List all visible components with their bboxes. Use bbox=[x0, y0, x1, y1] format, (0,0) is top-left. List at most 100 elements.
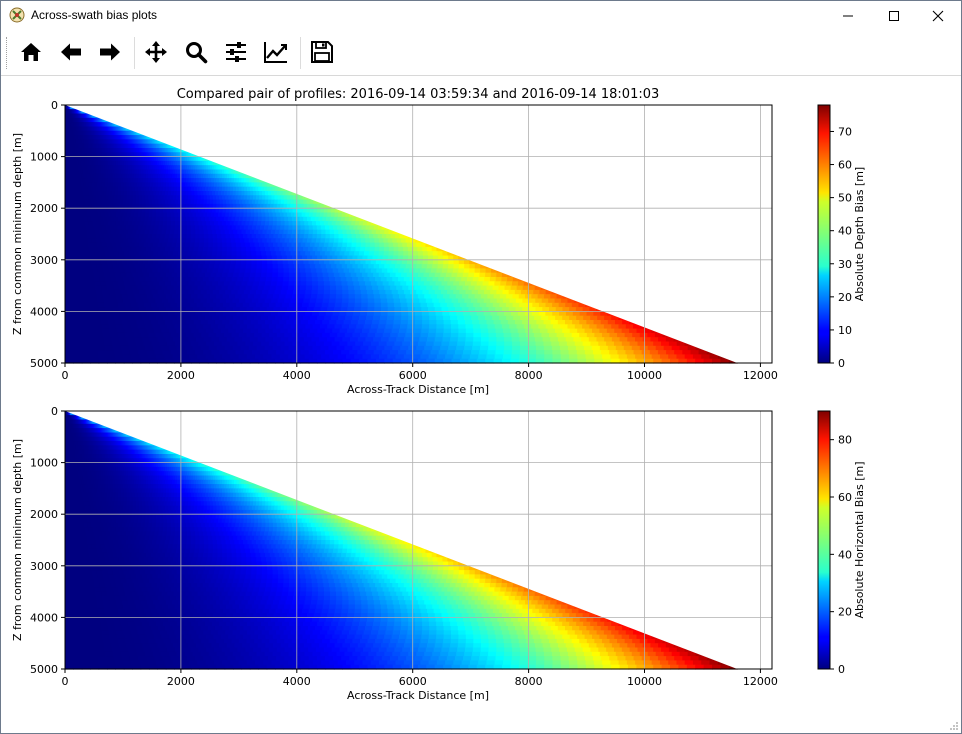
swath-cell bbox=[124, 328, 133, 334]
swath-cell bbox=[218, 178, 222, 183]
back-button[interactable] bbox=[53, 34, 89, 70]
swath-cell bbox=[211, 255, 217, 261]
swath-cell bbox=[255, 302, 264, 308]
toolbar-grip[interactable] bbox=[6, 37, 10, 69]
swath-cell bbox=[453, 289, 460, 295]
swath-cell bbox=[176, 160, 180, 166]
swath-cell bbox=[95, 130, 97, 136]
swath-cell bbox=[155, 332, 164, 338]
horizontal-bias-panel[interactable]: 0 2000 4000 6000 8000 10000 120000100020003000… bbox=[11, 405, 866, 702]
swath-cell bbox=[163, 302, 171, 308]
swath-cell bbox=[155, 160, 158, 166]
swath-cell bbox=[471, 315, 479, 321]
swath-cell bbox=[208, 234, 214, 239]
figure-canvas[interactable]: Compared pair of profiles: 2016-09-14 03… bbox=[1, 76, 961, 721]
forward-button[interactable] bbox=[92, 34, 128, 70]
swath-cell bbox=[476, 281, 484, 287]
swath-cell bbox=[190, 234, 196, 239]
swath-cell bbox=[95, 143, 98, 149]
close-button[interactable] bbox=[915, 1, 961, 31]
swath-cell bbox=[414, 324, 423, 330]
swath-cell bbox=[249, 242, 256, 248]
swath-cell bbox=[94, 148, 97, 153]
maximize-button[interactable] bbox=[871, 1, 917, 31]
swath-cell bbox=[436, 268, 443, 274]
swath-cell bbox=[83, 122, 85, 128]
swath-cell bbox=[375, 332, 384, 338]
swath-cell bbox=[342, 234, 348, 239]
swath-cell bbox=[76, 277, 83, 282]
depth-bias-panel[interactable]: 0 2000 4000 6000 8000 10000 120000100020003000… bbox=[11, 99, 866, 396]
swath-cell bbox=[430, 350, 440, 355]
swath-cell bbox=[131, 221, 137, 226]
swath-cell bbox=[430, 294, 438, 300]
save-button[interactable] bbox=[304, 34, 340, 70]
swath-cell bbox=[257, 337, 266, 343]
swath-cell bbox=[139, 143, 142, 149]
swath-cell bbox=[158, 143, 161, 149]
swath-cell bbox=[409, 358, 419, 364]
swath-cell bbox=[194, 259, 201, 265]
swath-cell bbox=[216, 165, 219, 171]
swath-cell bbox=[288, 302, 296, 308]
swath-cell bbox=[251, 264, 258, 269]
swath-cell bbox=[83, 130, 86, 136]
swath-cell bbox=[341, 264, 348, 269]
swath-cell bbox=[303, 203, 308, 209]
swath-cell bbox=[77, 229, 83, 235]
swath-cell bbox=[300, 281, 307, 287]
swath-cell bbox=[338, 234, 344, 239]
swath-cell bbox=[222, 165, 226, 171]
swath-cell bbox=[65, 238, 71, 244]
swath-cell bbox=[458, 268, 465, 274]
swath-cell bbox=[147, 281, 154, 287]
swath-cell bbox=[136, 143, 139, 149]
swath-cell bbox=[480, 268, 487, 274]
swath-cell bbox=[186, 173, 190, 179]
swath-cell bbox=[254, 212, 259, 218]
swath-cell bbox=[509, 298, 517, 304]
swath-cell bbox=[344, 251, 350, 257]
swath-cell bbox=[180, 354, 190, 360]
edit-axis-button[interactable] bbox=[258, 34, 294, 70]
swath-cell bbox=[322, 332, 331, 338]
swath-cell bbox=[99, 216, 104, 222]
swath-cell bbox=[294, 268, 301, 274]
swath-cell bbox=[84, 302, 92, 308]
swath-cell bbox=[548, 315, 556, 321]
swath-cell bbox=[540, 328, 549, 334]
swath-cell bbox=[170, 332, 180, 338]
swath-cell bbox=[132, 238, 138, 244]
swath-cell bbox=[407, 242, 413, 248]
swath-cell bbox=[370, 341, 380, 347]
swath-cell bbox=[332, 268, 339, 274]
swath-cell bbox=[333, 242, 339, 248]
zoom-button[interactable] bbox=[178, 34, 214, 70]
swath-cell bbox=[80, 139, 82, 145]
swath-cell bbox=[181, 173, 185, 179]
swath-cell bbox=[317, 229, 322, 235]
minimize-button[interactable] bbox=[825, 1, 871, 31]
swath-cell bbox=[533, 289, 541, 295]
home-button[interactable] bbox=[13, 34, 49, 70]
swath-cell bbox=[397, 289, 405, 295]
swath-cell bbox=[121, 135, 123, 140]
swath-cell bbox=[81, 272, 89, 278]
swath-cell bbox=[138, 251, 145, 257]
swath-cell bbox=[282, 315, 290, 321]
swath-cell bbox=[133, 332, 142, 338]
swath-cell bbox=[65, 315, 73, 321]
swath-cell bbox=[266, 186, 271, 192]
pan-button[interactable] bbox=[138, 34, 174, 70]
swath-cell bbox=[200, 182, 204, 188]
title-bar[interactable]: Across-swath bias plots bbox=[1, 1, 961, 31]
swath-cell bbox=[161, 285, 168, 291]
figure-svg[interactable]: Compared pair of profiles: 2016-09-14 03… bbox=[1, 76, 961, 721]
swath-cell bbox=[86, 315, 94, 321]
swath-cell bbox=[75, 268, 82, 274]
configure-subplots-button[interactable] bbox=[218, 34, 254, 70]
swath-cell bbox=[393, 251, 399, 257]
swath-cell bbox=[199, 156, 203, 162]
swath-cell bbox=[104, 186, 108, 192]
swath-cell bbox=[413, 328, 422, 334]
